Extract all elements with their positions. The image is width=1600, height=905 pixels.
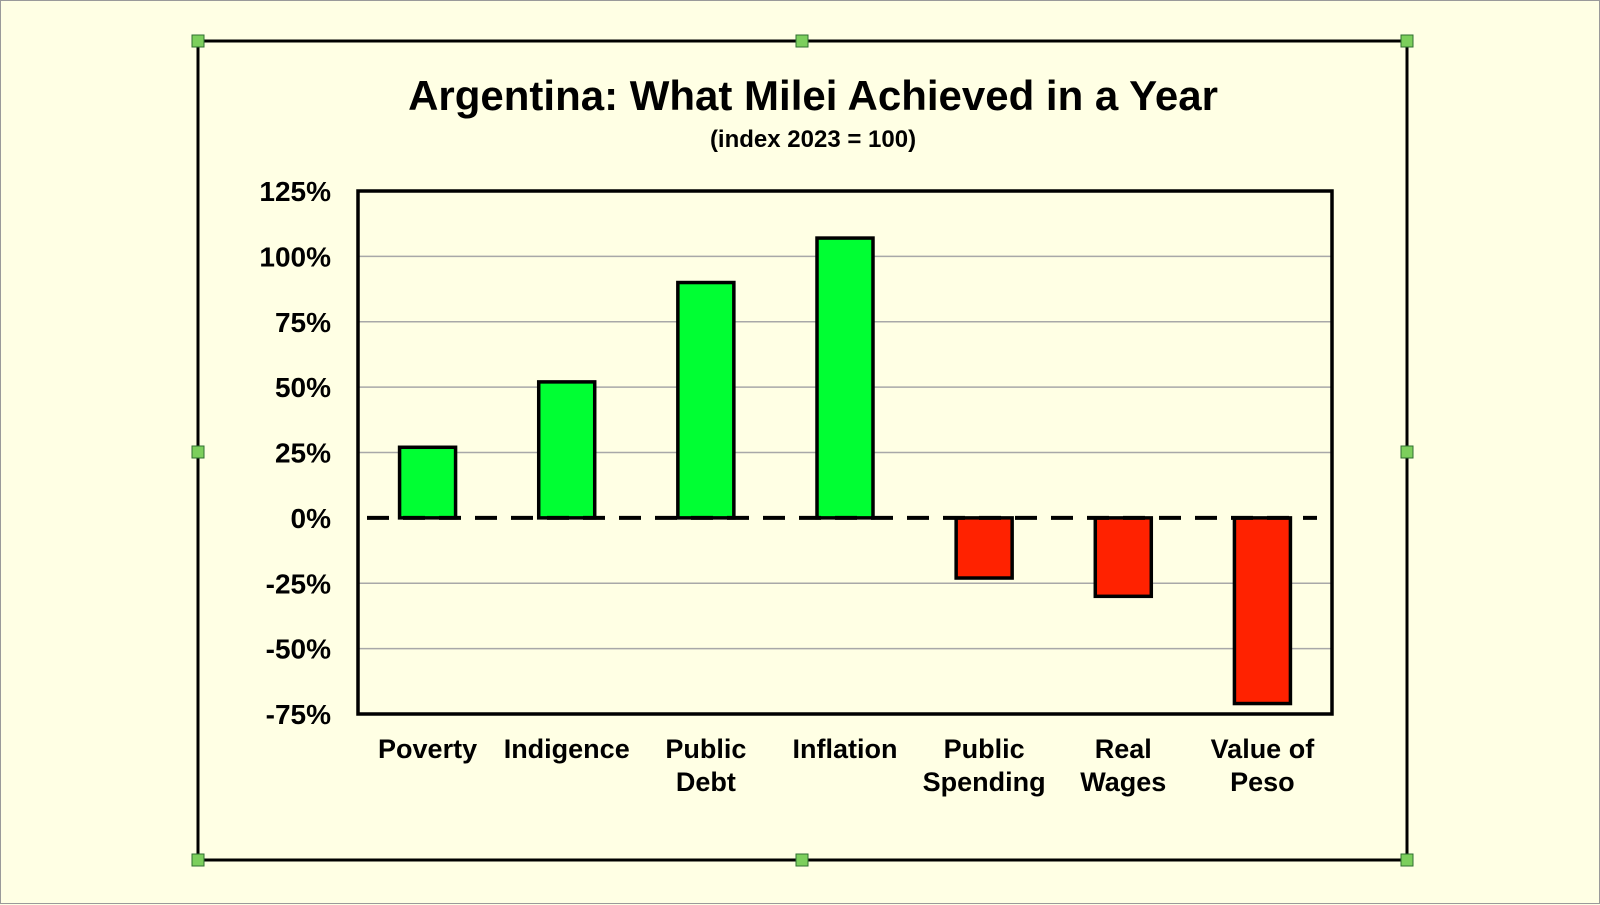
- x-category-label-line: Public: [944, 734, 1025, 764]
- y-tick-label: 125%: [259, 176, 331, 207]
- x-category-label: Real Wages: [1080, 734, 1166, 797]
- bars: [397, 236, 1293, 706]
- resize-handle[interactable]: [1400, 445, 1414, 459]
- x-category-label-line: Public: [665, 734, 746, 764]
- x-category-label-line: Debt: [676, 767, 736, 797]
- bar: [397, 445, 458, 520]
- y-tick-label: 25%: [275, 438, 331, 469]
- selection-handles[interactable]: [191, 34, 1414, 867]
- x-category-label: Public Debt: [665, 734, 746, 797]
- y-tick-label: 75%: [275, 307, 331, 338]
- chart-subtitle: (index 2023 = 100): [710, 126, 916, 153]
- x-category-label-line: Indigence: [504, 734, 630, 764]
- bar: [954, 516, 1014, 580]
- resize-handle[interactable]: [191, 34, 205, 48]
- y-tick-label: -75%: [266, 699, 331, 730]
- x-category-label: Inflation: [793, 734, 898, 764]
- x-category-label-line: Value of: [1211, 734, 1316, 764]
- chart-title: Argentina: What Milei Achieved in a Year: [408, 72, 1218, 119]
- bar: [676, 280, 736, 520]
- resize-handle[interactable]: [1400, 853, 1414, 867]
- x-category-label-line: Peso: [1230, 767, 1295, 797]
- x-category-label-line: Real: [1095, 734, 1152, 764]
- y-tick-label: 100%: [259, 241, 331, 272]
- x-category-label-line: Wages: [1080, 767, 1166, 797]
- resize-handle[interactable]: [1400, 34, 1414, 48]
- x-category-label-line: Poverty: [378, 734, 477, 764]
- bar: [536, 380, 597, 520]
- resize-handle[interactable]: [191, 445, 205, 459]
- x-category-label: Value of Peso: [1211, 734, 1316, 797]
- bar: [1093, 516, 1154, 599]
- x-category-label: Poverty: [378, 734, 477, 764]
- y-tick-label: -25%: [266, 568, 331, 599]
- x-category-label-line: Spending: [923, 767, 1046, 797]
- x-category-label-line: Inflation: [793, 734, 898, 764]
- y-axis: 125% 100% 75% 50% 25% 0% -25% -50% -75%: [259, 176, 331, 730]
- resize-handle[interactable]: [795, 34, 809, 48]
- y-tick-label: 50%: [275, 372, 331, 403]
- x-category-label: Public Spending: [923, 734, 1046, 797]
- bar: [1232, 516, 1293, 706]
- x-category-label: Indigence: [504, 734, 630, 764]
- bar: [815, 236, 875, 520]
- resize-handle[interactable]: [795, 853, 809, 867]
- resize-handle[interactable]: [191, 853, 205, 867]
- y-tick-label: 0%: [291, 503, 332, 534]
- y-tick-label: -50%: [266, 634, 331, 665]
- plot-area: [356, 189, 1334, 716]
